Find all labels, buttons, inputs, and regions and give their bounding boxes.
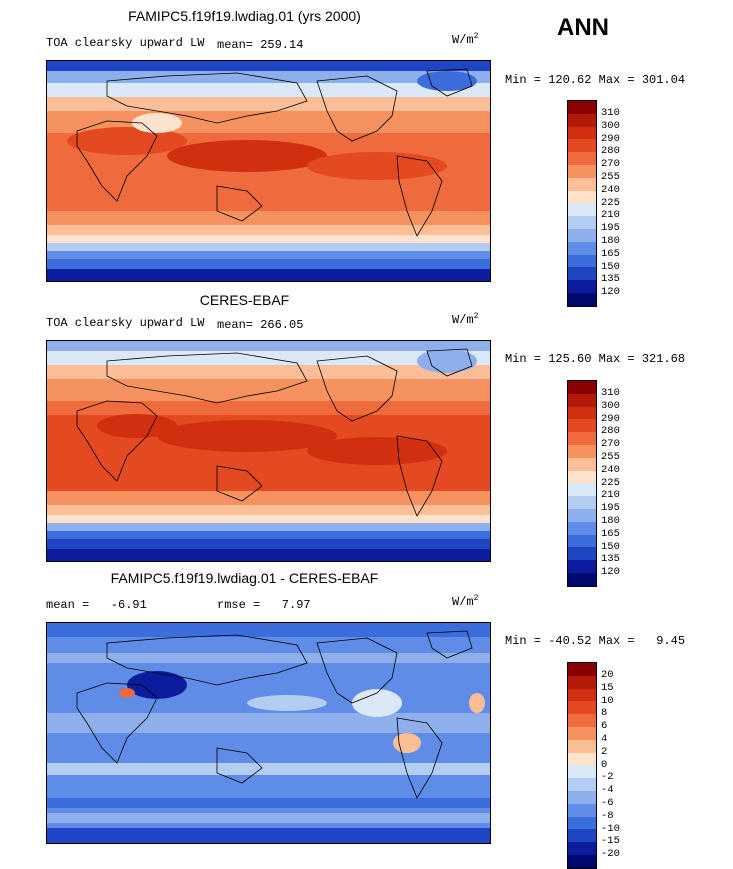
cb1-label: 280 <box>601 145 620 158</box>
cb1-label: 150 <box>601 260 620 273</box>
panel3-colorbar-labels: 20 15 10 8 6 4 2 0 -2 -4 -6 -8 -10 -15 -20 <box>601 669 620 861</box>
cb3-label: -10 <box>601 822 620 835</box>
cb3-label: 15 <box>601 681 614 694</box>
cb1-label: 240 <box>601 183 620 196</box>
cb1-label: 255 <box>601 170 620 183</box>
cb1-label: 165 <box>601 247 620 260</box>
season-label: ANN <box>557 14 609 41</box>
cb3-label: 10 <box>601 694 614 707</box>
panel3-map <box>46 622 491 844</box>
cb1-label: 180 <box>601 234 620 247</box>
panel1-units: W/m2 <box>452 32 479 47</box>
cb1-label: 210 <box>601 209 620 222</box>
cb2-label: 280 <box>601 425 620 438</box>
cb3-label: -20 <box>601 848 620 861</box>
cb2-label: 150 <box>601 540 620 553</box>
cb1-label: 195 <box>601 222 620 235</box>
panel3-mean: mean = -6.91 <box>46 598 147 612</box>
cb1-label: 135 <box>601 273 620 286</box>
cb1-label: 290 <box>601 132 620 145</box>
panel3-minmax: Min = -40.52 Max = 9.45 <box>505 634 686 648</box>
cb2-label: 135 <box>601 553 620 566</box>
panel3-rmse: rmse = 7.97 <box>217 598 311 612</box>
cb2-label: 165 <box>601 527 620 540</box>
panel1-map-svg <box>47 61 490 281</box>
cb3-label: 6 <box>601 720 608 733</box>
cb2-label: 255 <box>601 450 620 463</box>
panel3-map-svg <box>47 623 490 843</box>
panel3-title: FAMIPC5.f19f19.lwdiag.01 - CERES-EBAF <box>110 570 379 586</box>
cb1-label: 120 <box>601 286 620 299</box>
panel1-colorbar <box>567 100 597 307</box>
panel1-colorbar-labels: 310 300 290 280 270 255 240 225 210 195 180 165 150 1… <box>601 107 620 299</box>
panel2-map <box>46 340 491 562</box>
panel1-map <box>46 60 491 282</box>
cb1-label: 225 <box>601 196 620 209</box>
panel2-colorbar <box>567 380 597 587</box>
cb2-label: 120 <box>601 566 620 579</box>
cb2-label: 225 <box>601 476 620 489</box>
cb3-label: 2 <box>601 745 608 758</box>
panel1-minmax: Min = 120.62 Max = 301.04 <box>505 73 686 87</box>
panel2-units: W/m2 <box>452 312 479 327</box>
cb3-label: 8 <box>601 707 608 720</box>
cb1-label: 310 <box>601 107 620 119</box>
cb3-label: 4 <box>601 732 608 745</box>
cb2-label: 180 <box>601 514 620 527</box>
cb3-label: -8 <box>601 809 614 822</box>
cb3-label: -4 <box>601 784 614 797</box>
panel3-units: W/m2 <box>452 594 479 609</box>
cb2-label: 270 <box>601 438 620 451</box>
cb2-label: 210 <box>601 489 620 502</box>
panel2-mean: mean= 266.05 <box>217 318 304 332</box>
cb2-label: 195 <box>601 502 620 515</box>
panel1-title: FAMIPC5.f19f19.lwdiag.01 (yrs 2000) <box>128 8 361 24</box>
cb3-label: -15 <box>601 835 620 848</box>
cb3-label: 0 <box>601 758 608 771</box>
panel1-mean: mean= 259.14 <box>217 38 304 52</box>
cb2-label: 240 <box>601 463 620 476</box>
panel2-minmax: Min = 125.60 Max = 321.68 <box>505 352 686 366</box>
panel3-colorbar <box>567 662 597 869</box>
cb1-label: 270 <box>601 158 620 171</box>
panel2-title: CERES-EBAF <box>199 292 290 308</box>
cb1-sw <box>568 101 596 114</box>
panel2-colorbar-labels: 310 300 290 280 270 255 240 225 210 195 180 165 150 1… <box>601 387 620 579</box>
panel1-variable: TOA clearsky upward LW <box>46 36 205 50</box>
cb2-label: 290 <box>601 412 620 425</box>
cb3-label: -6 <box>601 796 614 809</box>
cb2-label: 300 <box>601 399 620 412</box>
panel2-map-svg <box>47 341 490 561</box>
cb1-label: 300 <box>601 119 620 132</box>
panel2-variable: TOA clearsky upward LW <box>46 316 205 330</box>
cb3-label: 20 <box>601 669 614 681</box>
cb3-label: -2 <box>601 771 614 784</box>
cb2-label: 310 <box>601 387 620 399</box>
